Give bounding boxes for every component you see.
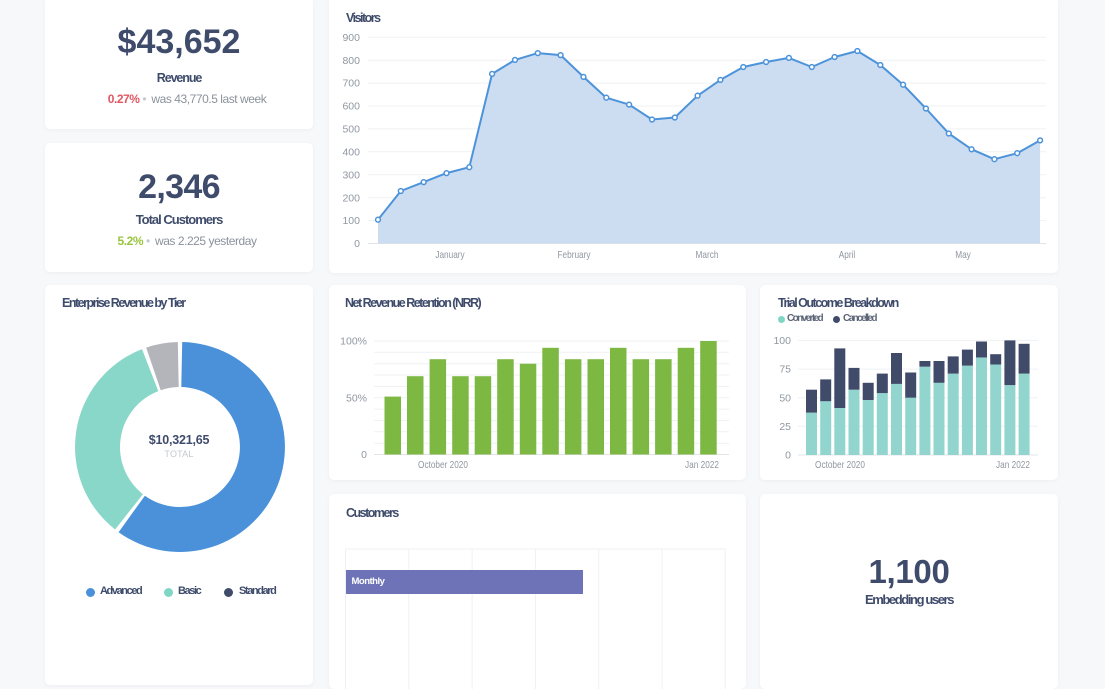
svg-text:October 2020: October 2020 [815, 459, 865, 471]
svg-text:800: 800 [342, 55, 360, 67]
svg-text:600: 600 [342, 101, 360, 113]
svg-text:January: January [435, 249, 465, 261]
svg-text:0: 0 [361, 449, 367, 461]
svg-text:50%: 50% [346, 392, 367, 404]
svg-text:300: 300 [342, 169, 360, 181]
svg-text:200: 200 [342, 192, 360, 204]
svg-text:April: April [839, 249, 856, 261]
svg-text:400: 400 [342, 146, 360, 158]
svg-text:October 2020: October 2020 [418, 459, 468, 471]
svg-text:25: 25 [779, 421, 791, 433]
svg-text:100%: 100% [340, 336, 367, 348]
svg-text:700: 700 [342, 78, 360, 90]
svg-text:500: 500 [342, 124, 360, 136]
svg-text:March: March [696, 249, 719, 261]
svg-text:75: 75 [779, 364, 791, 376]
svg-text:Jan 2022: Jan 2022 [996, 459, 1030, 471]
svg-text:900: 900 [342, 32, 360, 44]
svg-text:50: 50 [779, 392, 791, 404]
svg-text:0: 0 [785, 450, 791, 462]
svg-text:February: February [558, 249, 592, 261]
svg-text:Jan 2022: Jan 2022 [685, 459, 719, 471]
svg-text:0: 0 [354, 238, 360, 250]
svg-text:100: 100 [773, 335, 791, 347]
svg-text:May: May [955, 249, 971, 261]
svg-text:100: 100 [342, 215, 360, 227]
